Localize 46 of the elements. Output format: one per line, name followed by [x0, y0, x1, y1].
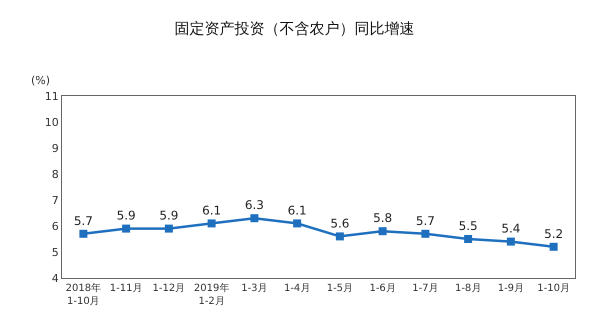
- point: [164, 224, 173, 233]
- x-tick-label: 1-6月: [369, 283, 396, 294]
- data-label: 5.9: [116, 208, 136, 223]
- x-tick-label: 1-11月: [110, 283, 142, 294]
- x-tick-label: 2018年 1-10月: [66, 282, 102, 307]
- x-tick-label: 1-3月: [241, 283, 268, 294]
- point: [378, 227, 387, 236]
- data-label: 5.6: [330, 216, 350, 230]
- y-tick-label: 9: [52, 142, 59, 155]
- point: [293, 219, 302, 228]
- y-tick-label: 10: [44, 116, 59, 129]
- x-tick-label: 1-8月: [454, 283, 482, 294]
- y-tick-label: 4: [52, 272, 59, 285]
- x-tick-label: 2019年 1-2月: [194, 282, 230, 307]
- point: [506, 238, 515, 246]
- y-tick-label: 6: [52, 220, 59, 233]
- data-label: 6.1: [202, 203, 222, 218]
- y-tick-label: 8: [52, 168, 59, 181]
- point: [122, 224, 130, 233]
- point: [550, 242, 558, 251]
- y-tick-label: 11: [44, 90, 59, 103]
- data-label: 5.7: [74, 214, 93, 228]
- point: [464, 235, 472, 243]
- point: [79, 230, 88, 238]
- data-label: 5.5: [458, 219, 478, 233]
- data-label: 5.4: [501, 222, 520, 236]
- x-tick-label: 1-12月: [152, 283, 186, 294]
- data-label: 6.3: [244, 198, 264, 212]
- y-tick-label: 7: [52, 194, 59, 207]
- x-tick-label: 1-7月: [412, 283, 439, 294]
- point: [336, 232, 344, 240]
- point: [421, 230, 430, 238]
- data-label: 5.9: [159, 208, 178, 223]
- x-tick-label: 1-9月: [498, 283, 524, 294]
- data-label: 6.1: [288, 203, 307, 218]
- y-axis-title: (%): [31, 74, 50, 87]
- x-tick-label: 1-5月: [326, 283, 354, 294]
- data-label: 5.7: [416, 214, 435, 228]
- data-label: 5.2: [544, 226, 564, 241]
- chart-title: 固定资产投资（不含农户）同比增速: [174, 20, 414, 38]
- y-tick-label: 5: [52, 246, 59, 259]
- point: [250, 214, 258, 222]
- data-label: 5.8: [373, 211, 392, 226]
- point: [208, 219, 216, 228]
- x-tick-label: 1-4月: [284, 283, 310, 294]
- x-tick-label: 1-10月: [537, 283, 570, 294]
